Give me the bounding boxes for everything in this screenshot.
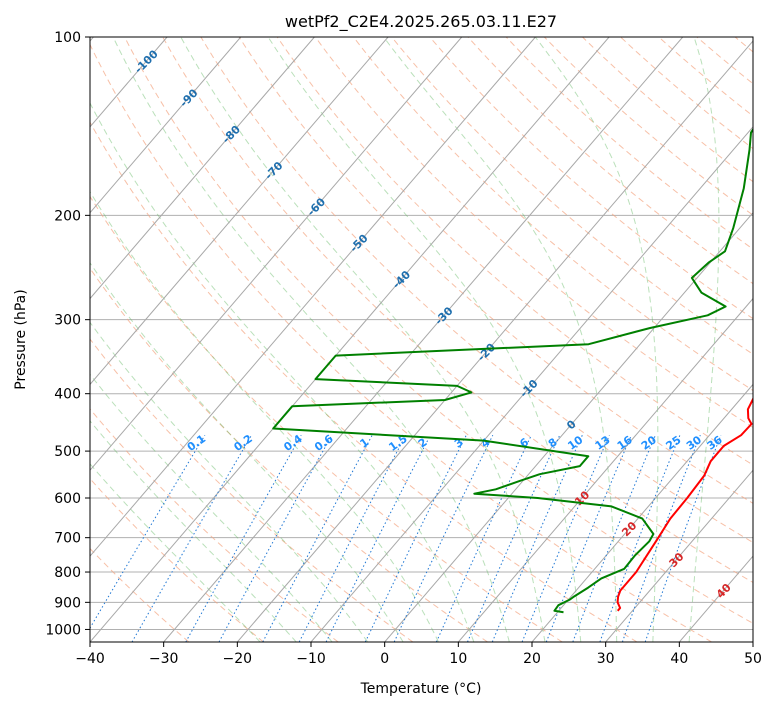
temperature-profile-line	[616, 396, 753, 612]
mixing-ratio-line	[621, 435, 701, 642]
isotherm-line	[605, 469, 753, 642]
profile-lines	[272, 127, 753, 614]
x-tick-label: −20	[223, 651, 253, 667]
x-tick-label: 40	[670, 651, 688, 667]
x-tick-label: −40	[75, 651, 105, 667]
y-tick-label: 600	[54, 491, 81, 507]
dry-adiabat-line	[90, 121, 638, 642]
y-axis: 100 200 300 400 500 600 700 800 900 1000	[45, 30, 90, 638]
y-tick-label: 300	[54, 313, 81, 329]
isotherm-line	[531, 383, 753, 642]
x-tick-label: 10	[449, 651, 467, 667]
moist-adiabat-line	[267, 37, 582, 642]
isotherm-line	[457, 297, 753, 642]
moist-adiabat-line	[90, 373, 333, 642]
mixing-ratio-line	[545, 434, 632, 642]
isotherm-line	[90, 37, 242, 214]
plot-frame	[89, 36, 754, 643]
isotherm-line	[236, 40, 753, 642]
moist-adiabat-line	[112, 37, 510, 642]
y-tick-label: 400	[54, 387, 81, 403]
x-tick-label: 30	[597, 651, 615, 667]
y-axis-label: Pressure (hPa)	[13, 289, 29, 389]
y-tick-label: 700	[54, 531, 81, 547]
moist-adiabat-line	[90, 420, 297, 642]
horizontal-gridlines	[90, 37, 753, 630]
x-tick-label: −10	[296, 651, 326, 667]
dry-adiabat-line	[124, 37, 753, 624]
y-tick-label: 200	[54, 208, 81, 224]
x-tick-label: 50	[744, 651, 762, 667]
mixing-ratio-line	[467, 434, 561, 642]
mixing-ratio-line	[185, 434, 302, 642]
dry-adiabat-line	[162, 37, 753, 584]
moist-adiabat-line	[90, 190, 439, 642]
isotherms	[90, 37, 753, 642]
moist-adiabat-line	[534, 37, 659, 642]
mixing-ratio-line	[262, 434, 373, 642]
dewpoint-profile-line	[272, 127, 753, 614]
moist-adiabat-line	[90, 102, 475, 642]
x-tick-label: 20	[523, 651, 541, 667]
mixing-ratio-line	[644, 435, 722, 642]
x-axis-label: Temperature (°C)	[360, 681, 482, 697]
y-tick-label: 900	[54, 595, 81, 611]
isotherm-line	[384, 211, 753, 642]
y-tick-label: 100	[54, 30, 81, 46]
mixing-ratio-line	[599, 435, 681, 642]
dry-adiabat-line	[90, 477, 264, 642]
mixing-ratio-line	[325, 434, 431, 642]
mixing-ratio-lines	[90, 434, 722, 642]
dry-adiabat-line	[90, 43, 712, 642]
chart-title: wetPf2_C2E4.2025.265.03.11.E27	[285, 12, 557, 32]
dry-adiabat-line	[543, 37, 753, 216]
moist-adiabat-line	[90, 463, 261, 642]
dry-adiabat-line	[391, 37, 753, 355]
mixing-ratio-line	[521, 434, 610, 642]
mixing-ratio-line	[572, 435, 656, 642]
isotherm-line	[90, 37, 389, 386]
dry-adiabat-line	[314, 37, 753, 429]
isotherm-line	[90, 37, 315, 300]
dry-adiabat-line	[276, 37, 753, 466]
mixing-ratio-line	[218, 434, 333, 642]
plot-area	[90, 37, 753, 642]
dry-adiabat-line	[90, 195, 563, 642]
mixing-ratio-line	[435, 434, 532, 642]
x-tick-label: −30	[149, 651, 179, 667]
dry-adiabat-line	[582, 37, 753, 183]
isotherm-line	[90, 37, 463, 472]
x-axis: −40 −30 −20 −10 0 10 20 30 40 50	[75, 642, 762, 667]
y-tick-label: 500	[54, 444, 81, 460]
moist-adiabat-line	[688, 37, 720, 642]
isotherm-line	[310, 126, 753, 642]
mixing-ratio-line	[491, 434, 583, 642]
dry-adiabat-line	[353, 37, 753, 392]
isotherm-line	[90, 37, 536, 557]
isotherm-line	[90, 37, 610, 642]
mixing-ratio-line	[90, 434, 206, 630]
dry-adiabat-line	[620, 37, 753, 150]
moist-adiabat-line	[90, 261, 404, 642]
y-tick-label: 800	[54, 565, 81, 581]
x-tick-label: 0	[380, 651, 389, 667]
moist-adiabat-line	[90, 321, 369, 642]
dry-adiabat-line	[429, 37, 753, 320]
dry-adiabat-line	[200, 37, 753, 544]
y-tick-label: 1000	[45, 622, 81, 638]
isotherm-line	[163, 37, 684, 642]
